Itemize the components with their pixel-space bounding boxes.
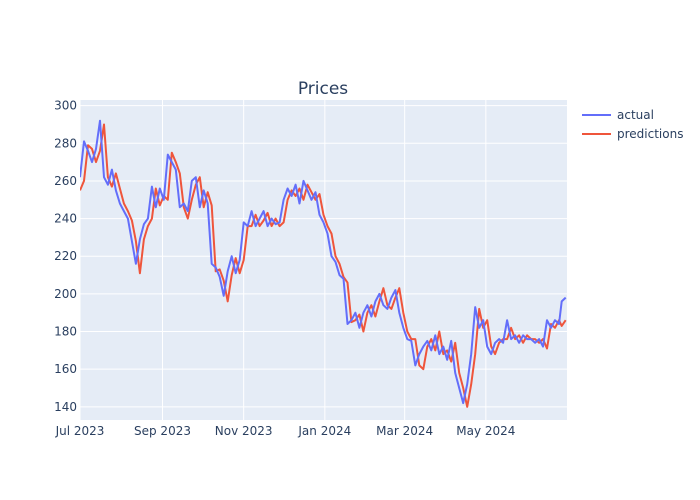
x-axis: Jul 2023 Sep 2023 Nov 2023 Jan 2024 Mar 2024… [55,424,516,438]
y-tick-label: 220 [54,249,77,263]
chart-title: Prices [298,79,348,99]
x-tick-label: Nov 2023 [215,424,273,438]
x-tick-label: Sep 2023 [134,424,191,438]
plot-area [80,100,567,420]
x-tick-label: Jan 2024 [297,424,351,438]
legend-label: actual [617,108,654,122]
y-axis: 140 160 180 200 220 240 260 280 300 [54,99,77,414]
x-gridlines [79,100,487,420]
legend[interactable]: actual predictions [582,108,683,141]
x-tick-label: May 2024 [456,424,515,438]
y-tick-label: 240 [54,212,77,226]
y-tick-label: 300 [54,99,77,113]
legend-item-predictions[interactable]: predictions [582,127,683,141]
x-tick-label: Mar 2024 [376,424,433,438]
y-tick-label: 140 [54,400,77,414]
legend-label: predictions [617,127,683,141]
series-lines [80,119,567,408]
series-line-actual [80,119,567,405]
legend-item-actual[interactable]: actual [582,108,654,122]
y-tick-label: 180 [54,325,77,339]
x-tick-label: Jul 2023 [55,424,105,438]
series-line-predictions [80,123,567,408]
y-tick-label: 200 [54,287,77,301]
y-tick-label: 280 [54,136,77,150]
y-tick-label: 160 [54,362,77,376]
y-tick-label: 260 [54,174,77,188]
